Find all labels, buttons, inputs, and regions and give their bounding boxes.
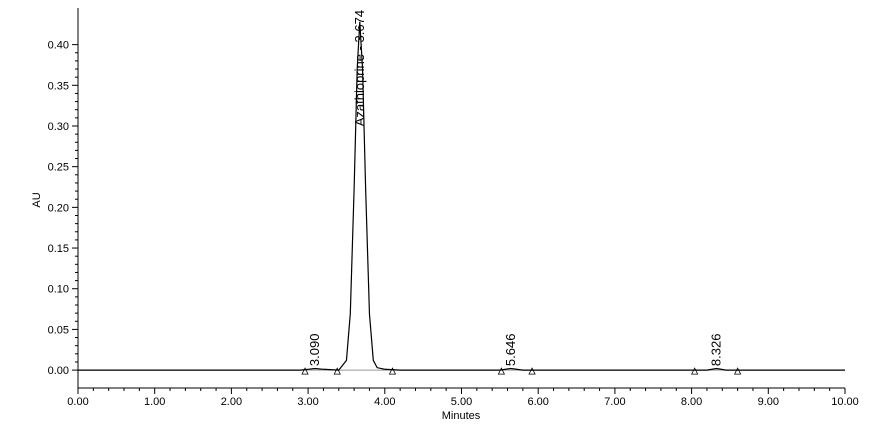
integration-marker	[528, 367, 536, 375]
peak-label: 3.090	[307, 334, 322, 367]
y-tick-label: 0.40	[48, 40, 69, 52]
y-tick-label: 0.10	[48, 284, 69, 296]
y-tick-label: 0.00	[48, 365, 69, 377]
y-tick-label: 0.05	[48, 324, 69, 336]
y-tick-label: 0.30	[48, 121, 69, 133]
x-tick-label: 3.00	[297, 396, 318, 408]
y-tick-label: 0.20	[48, 202, 69, 214]
y-tick-label: 0.25	[48, 162, 69, 174]
x-tick-label: 5.00	[451, 396, 472, 408]
x-tick-label: 1.00	[144, 396, 165, 408]
peak-label: 8.326	[709, 334, 724, 367]
integration-marker	[388, 367, 397, 375]
trace	[78, 21, 845, 371]
integration-marker	[691, 367, 699, 375]
x-tick-label: 0.00	[67, 396, 88, 408]
x-tick-label: 7.00	[604, 396, 625, 408]
integration-marker	[301, 367, 309, 375]
x-tick-label: 4.00	[374, 396, 395, 408]
peak-label: Azathioprine - 3.674	[352, 10, 367, 126]
x-tick-label: 10.00	[831, 396, 859, 408]
x-axis-label: Minutes	[442, 410, 481, 422]
y-tick-label: 0.35	[48, 80, 69, 92]
x-tick-label: 6.00	[527, 396, 548, 408]
integration-marker	[333, 367, 341, 375]
peak-label: 5.646	[503, 334, 518, 367]
integration-marker	[497, 367, 506, 375]
y-axis-label: AU	[31, 192, 43, 207]
x-tick-label: 9.00	[758, 396, 779, 408]
y-tick-label: 0.15	[48, 243, 69, 255]
x-tick-label: 2.00	[221, 396, 242, 408]
integration-marker	[733, 367, 742, 375]
x-tick-label: 8.00	[681, 396, 702, 408]
